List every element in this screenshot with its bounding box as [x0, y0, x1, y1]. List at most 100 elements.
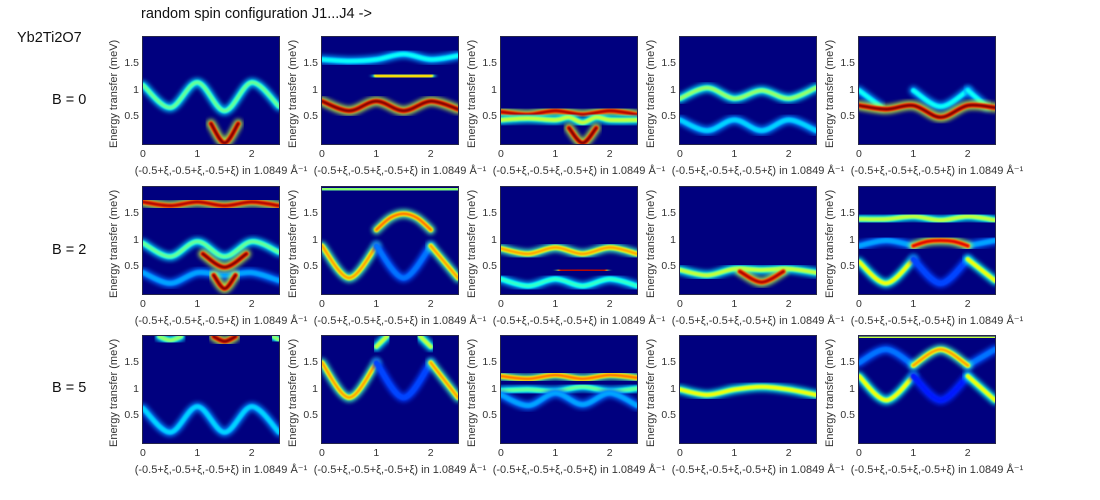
x-axis-label: (-0.5+ξ,-0.5+ξ,-0.5+ξ) in 1.0849 Å⁻¹ [134, 165, 308, 177]
row-label-b2: B = 2 [52, 242, 87, 258]
x-tick-label: 0 [319, 298, 325, 310]
dispersion-band-3 [501, 388, 637, 411]
dispersion-band-2 [680, 382, 816, 400]
row-label-b0: B = 0 [52, 92, 87, 108]
x-tick-label: 1 [731, 447, 738, 459]
dispersion-band-4 [501, 274, 637, 291]
y-axis-label: Energy transfer (meV) [645, 338, 657, 447]
dispersion-band-3 [143, 237, 279, 262]
dispersion-band-3 [564, 123, 601, 144]
dispersion-band-7 [963, 254, 995, 286]
y-tick-label: 1 [849, 83, 855, 96]
subplot-r3-c3 [500, 335, 638, 444]
dispersion-band-6 [908, 371, 973, 405]
y-tick-label: 1 [133, 83, 139, 96]
subplot-r1-c3 [500, 36, 638, 145]
x-tick-label: 1 [373, 148, 380, 160]
x-tick-label: 0 [498, 298, 504, 310]
material-label: Yb2Ti2O7 [17, 30, 82, 46]
heatmap-canvas [501, 106, 637, 144]
dispersion-band-3 [426, 358, 458, 403]
x-axis-label: (-0.5+ξ,-0.5+ξ,-0.5+ξ) in 1.0849 Å⁻¹ [850, 315, 1024, 327]
y-tick-label: 1.5 [661, 56, 676, 69]
x-tick-label: 2 [248, 148, 255, 160]
y-tick-label: 0.5 [482, 409, 497, 422]
y-tick-label: 1.5 [482, 206, 497, 219]
x-tick-label: 2 [606, 148, 613, 160]
y-tick-label: 1 [491, 382, 497, 395]
x-tick-label: 0 [677, 148, 683, 160]
x-tick-label: 0 [140, 447, 146, 459]
dispersion-band-4 [322, 96, 458, 116]
y-tick-label: 1.5 [303, 355, 318, 368]
y-tick-label: 1 [312, 382, 318, 395]
subplot-r2-c4 [679, 186, 817, 295]
subplot-r1-c1 [142, 36, 280, 145]
dispersion-band-3 [556, 265, 609, 275]
heatmap-canvas [501, 242, 637, 291]
x-axis-label: (-0.5+ξ,-0.5+ξ,-0.5+ξ) in 1.0849 Å⁻¹ [850, 464, 1024, 476]
subplot-r1-c4 [679, 36, 817, 145]
y-tick-label: 1 [133, 382, 139, 395]
y-tick-label: 0.5 [661, 409, 676, 422]
dispersion-band-2 [859, 344, 918, 370]
x-tick-label: 0 [856, 148, 862, 160]
dispersion-band-1 [859, 86, 886, 112]
x-tick-label: 0 [856, 447, 862, 459]
x-tick-label: 0 [677, 447, 683, 459]
dispersion-band-6 [206, 119, 243, 144]
y-tick-label: 0.5 [661, 260, 676, 273]
subplot-r3-c4 [679, 335, 817, 444]
dispersion-band-1 [501, 242, 637, 259]
x-tick-label: 1 [910, 447, 917, 459]
y-tick-label: 1 [670, 233, 676, 246]
y-axis-label: Energy transfer (meV) [287, 338, 299, 447]
y-tick-label: 1 [670, 382, 676, 395]
heatmap-canvas [680, 372, 816, 400]
x-tick-label: 2 [964, 298, 971, 310]
y-tick-label: 0.5 [661, 110, 676, 123]
y-tick-label: 1 [849, 382, 855, 395]
y-tick-label: 1.5 [661, 355, 676, 368]
dispersion-band-4 [198, 249, 251, 272]
dispersion-band-6 [426, 241, 458, 283]
heatmap-canvas [680, 244, 816, 287]
x-axis-label: (-0.5+ξ,-0.5+ξ,-0.5+ξ) in 1.0849 Å⁻¹ [313, 165, 487, 177]
y-tick-label: 1.5 [840, 56, 855, 69]
heatmap-canvas [143, 336, 279, 437]
y-tick-label: 1 [312, 83, 318, 96]
row-label-b5: B = 5 [52, 380, 87, 396]
y-axis-label: Energy transfer (meV) [645, 39, 657, 148]
x-tick-label: 2 [964, 447, 971, 459]
y-tick-label: 1.5 [840, 206, 855, 219]
y-tick-label: 1 [133, 233, 139, 246]
y-axis-label: Energy transfer (meV) [108, 189, 120, 298]
y-axis-label: Energy transfer (meV) [824, 39, 836, 148]
y-axis-label: Energy transfer (meV) [466, 338, 478, 447]
dispersion-band-6 [908, 254, 973, 288]
x-tick-label: 1 [552, 298, 559, 310]
dispersion-band-6 [269, 336, 279, 345]
x-tick-label: 0 [319, 148, 325, 160]
x-tick-label: 2 [248, 298, 255, 310]
y-tick-label: 1.5 [303, 206, 318, 219]
y-axis-label: Energy transfer (meV) [287, 39, 299, 148]
dispersion-band-1 [143, 197, 279, 211]
subplot-r1-c2 [321, 36, 459, 145]
x-tick-label: 1 [373, 447, 380, 459]
y-tick-label: 1.5 [124, 56, 139, 69]
dispersion-band-3 [143, 402, 279, 437]
x-tick-label: 0 [498, 447, 504, 459]
y-tick-label: 0.5 [840, 260, 855, 273]
x-axis-label: (-0.5+ξ,-0.5+ξ,-0.5+ξ) in 1.0849 Å⁻¹ [671, 464, 845, 476]
dispersion-band-5 [859, 371, 918, 405]
dispersion-band-1 [322, 49, 458, 66]
y-tick-label: 0.5 [482, 260, 497, 273]
y-tick-label: 1.5 [124, 206, 139, 219]
x-tick-label: 1 [910, 298, 917, 310]
x-tick-label: 0 [498, 148, 504, 160]
x-tick-label: 2 [427, 298, 434, 310]
y-tick-label: 0.5 [124, 110, 139, 123]
y-tick-label: 0.5 [124, 260, 139, 273]
dispersion-band-3 [735, 267, 788, 287]
